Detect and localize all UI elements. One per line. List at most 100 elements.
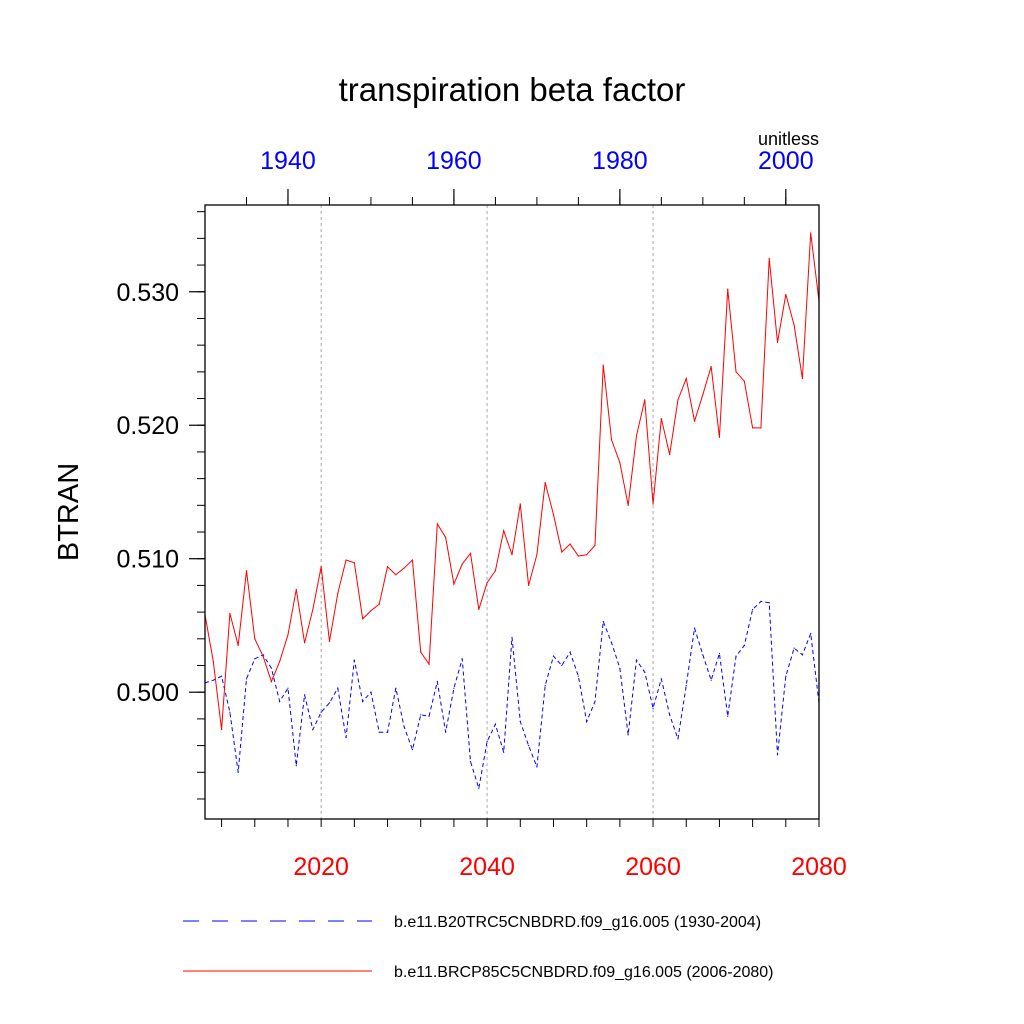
- data-point-0-1963: [478, 787, 480, 789]
- data-point-1-2055: [610, 439, 613, 441]
- data-point-1-2034: [436, 523, 438, 525]
- data-point-1-2051: [577, 555, 579, 557]
- data-point-1-2026: [370, 610, 372, 612]
- plot-frame: [204, 204, 820, 820]
- x-top-tick-label: 2000: [758, 147, 814, 175]
- data-point-0-1932: [220, 675, 223, 677]
- data-point-0-1992: [718, 652, 721, 655]
- data-point-1-2070: [735, 371, 737, 373]
- legend: b.e11.B20TRC5CNBDRD.f09_g16.005 (1930-20…: [183, 914, 773, 981]
- x-bottom-tick-label: 2040: [459, 853, 515, 881]
- chart-title: transpiration beta factor: [339, 71, 686, 108]
- data-point-1-2078: [801, 377, 804, 380]
- data-point-1-2038: [469, 552, 472, 554]
- data-point-0-1986: [669, 714, 671, 716]
- data-point-0-2000: [785, 675, 787, 677]
- data-point-1-2069: [727, 288, 729, 290]
- data-point-1-2033: [428, 663, 430, 665]
- x-bottom-tick-label: 2080: [791, 853, 847, 881]
- data-point-0-1989: [693, 627, 696, 629]
- data-point-1-2052: [586, 554, 588, 556]
- label-layer: 0.500 0.510 0.520 0.530 2020 2040 2060 2080 1940…: [116, 147, 846, 881]
- units-label: unitless: [758, 129, 819, 149]
- legend-label-historical: b.e11.B20TRC5CNBDRD.f09_g16.005 (1930-20…: [394, 914, 761, 931]
- data-point-0-1973: [561, 664, 563, 667]
- data-point-1-2049: [561, 551, 563, 553]
- x-bottom-tick-label: 2020: [293, 853, 349, 881]
- data-point-1-2058: [635, 435, 638, 437]
- data-point-0-1970: [536, 766, 538, 768]
- data-point-1-2063: [677, 399, 679, 401]
- data-point-0-1990: [702, 654, 704, 656]
- data-point-1-2041: [494, 570, 497, 572]
- y-tick-label: 0.530: [116, 279, 179, 307]
- data-point-1-2047: [544, 482, 546, 484]
- data-point-0-1979: [610, 642, 613, 644]
- data-point-0-1960: [453, 687, 455, 689]
- data-point-0-1939: [279, 700, 281, 703]
- data-point-1-2060: [652, 503, 654, 505]
- data-point-0-1967: [511, 636, 513, 639]
- data-point-1-2056: [619, 462, 621, 464]
- data-point-0-1944: [320, 711, 322, 713]
- y-tick-label: 0.500: [116, 679, 179, 707]
- data-point-0-1976: [586, 720, 588, 723]
- data-point-0-1943: [312, 728, 314, 731]
- data-point-0-1952: [386, 731, 389, 733]
- data-point-1-2009: [229, 612, 231, 615]
- data-point-0-1984: [652, 707, 654, 709]
- data-point-0-1958: [436, 680, 438, 683]
- data-point-0-1956: [420, 714, 422, 716]
- data-point-1-2010: [237, 644, 239, 647]
- series-line-0: [204, 600, 820, 789]
- data-point-0-1951: [378, 731, 380, 733]
- data-point-0-1945: [328, 702, 331, 704]
- data-point-1-2039: [478, 608, 480, 611]
- data-point-1-2020: [320, 566, 322, 568]
- data-point-0-1965: [494, 723, 497, 725]
- y-tick-label: 0.510: [116, 546, 179, 574]
- grid-layer: [320, 205, 654, 819]
- data-point-1-2019: [312, 608, 314, 611]
- data-point-0-1971: [544, 684, 546, 687]
- data-point-1-2029: [395, 574, 397, 576]
- data-point-1-2053: [594, 544, 596, 546]
- data-point-1-2015: [279, 660, 281, 663]
- data-point-1-2071: [743, 380, 745, 382]
- data-point-1-2017: [295, 588, 297, 591]
- data-point-1-2012: [254, 638, 256, 640]
- data-point-1-2072: [752, 427, 754, 429]
- data-point-0-1947: [345, 736, 347, 739]
- data-point-1-2025: [362, 618, 364, 620]
- data-point-0-1996: [752, 608, 754, 611]
- data-point-1-2057: [627, 504, 629, 506]
- data-point-1-2079: [810, 232, 812, 234]
- data-point-1-2040: [486, 582, 488, 584]
- data-point-0-2001: [793, 647, 795, 649]
- data-point-0-1961: [461, 658, 463, 660]
- data-point-0-1950: [370, 691, 372, 693]
- data-point-0-1969: [527, 744, 530, 747]
- y-tick-label: 0.520: [116, 412, 179, 440]
- data-point-1-2018: [303, 642, 306, 644]
- data-point-0-1957: [428, 715, 430, 717]
- x-bottom-tick-label: 2060: [625, 853, 681, 881]
- data-point-1-2059: [644, 399, 646, 401]
- data-point-1-2032: [420, 651, 422, 653]
- data-point-0-1931: [212, 679, 214, 681]
- data-point-1-2044: [519, 503, 521, 505]
- data-point-1-2050: [569, 543, 571, 545]
- data-point-0-1998: [768, 602, 770, 604]
- data-point-0-1977: [594, 700, 596, 703]
- data-point-1-2016: [287, 634, 289, 636]
- data-point-1-2061: [660, 417, 662, 420]
- data-point-0-1964: [486, 740, 488, 743]
- data-point-1-2021: [328, 640, 331, 643]
- tick-layer: [189, 189, 820, 827]
- data-point-0-1994: [735, 655, 737, 657]
- data-point-1-2043: [511, 554, 513, 556]
- y-axis-label: BTRAN: [53, 463, 85, 561]
- data-point-1-2036: [453, 583, 455, 585]
- data-point-1-2030: [403, 567, 405, 569]
